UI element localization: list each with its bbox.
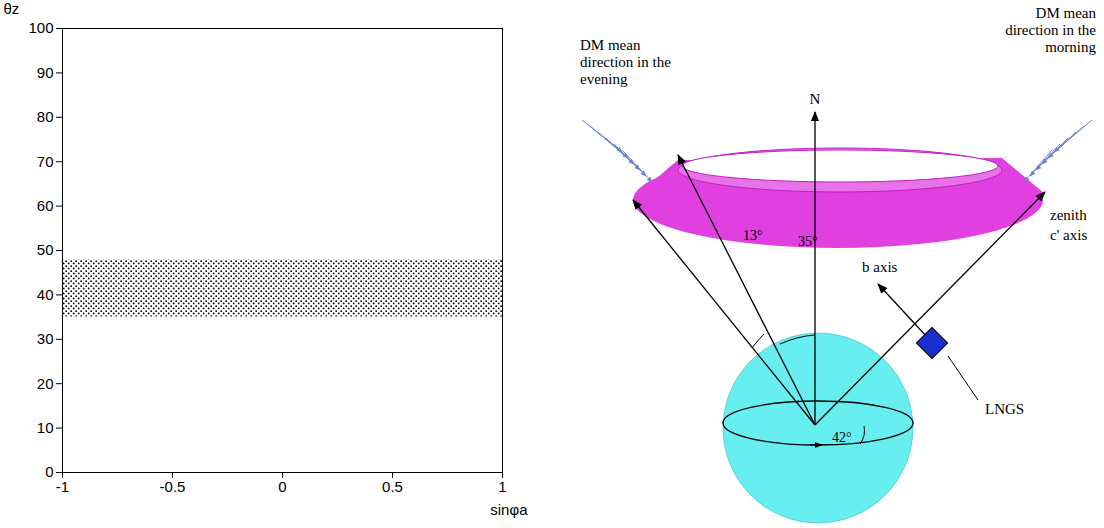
svg-text:0: 0 [45, 463, 53, 480]
svg-text:50: 50 [37, 241, 54, 258]
svg-text:1: 1 [498, 478, 506, 495]
svg-text:10: 10 [37, 419, 54, 436]
svg-text:DM meandirection in theevening: DM meandirection in theevening [580, 37, 671, 87]
svg-text:b axis: b axis [862, 259, 898, 275]
svg-text:zenith: zenith [1050, 207, 1087, 223]
svg-text:42°: 42° [832, 430, 852, 445]
svg-text:13°: 13° [743, 228, 763, 243]
svg-text:-1: -1 [56, 478, 69, 495]
svg-text:c' axis: c' axis [1050, 227, 1087, 243]
svg-text:N: N [810, 91, 821, 107]
svg-text:90: 90 [37, 64, 54, 81]
svg-text:30: 30 [37, 330, 54, 347]
svg-text:20: 20 [37, 375, 54, 392]
svg-text:sinφa: sinφa [490, 501, 528, 518]
svg-text:40: 40 [37, 286, 54, 303]
svg-text:35°: 35° [798, 234, 818, 249]
svg-text:-0.5: -0.5 [160, 478, 186, 495]
svg-text:100: 100 [28, 19, 53, 36]
svg-text:0.5: 0.5 [382, 478, 403, 495]
svg-text:80: 80 [37, 108, 54, 125]
svg-text:70: 70 [37, 153, 54, 170]
svg-text:θz: θz [4, 0, 20, 17]
svg-text:LNGS: LNGS [985, 401, 1024, 417]
svg-text:DM meandirection in themorning: DM meandirection in themorning [1005, 5, 1096, 55]
svg-text:60: 60 [37, 197, 54, 214]
svg-text:0: 0 [278, 478, 286, 495]
